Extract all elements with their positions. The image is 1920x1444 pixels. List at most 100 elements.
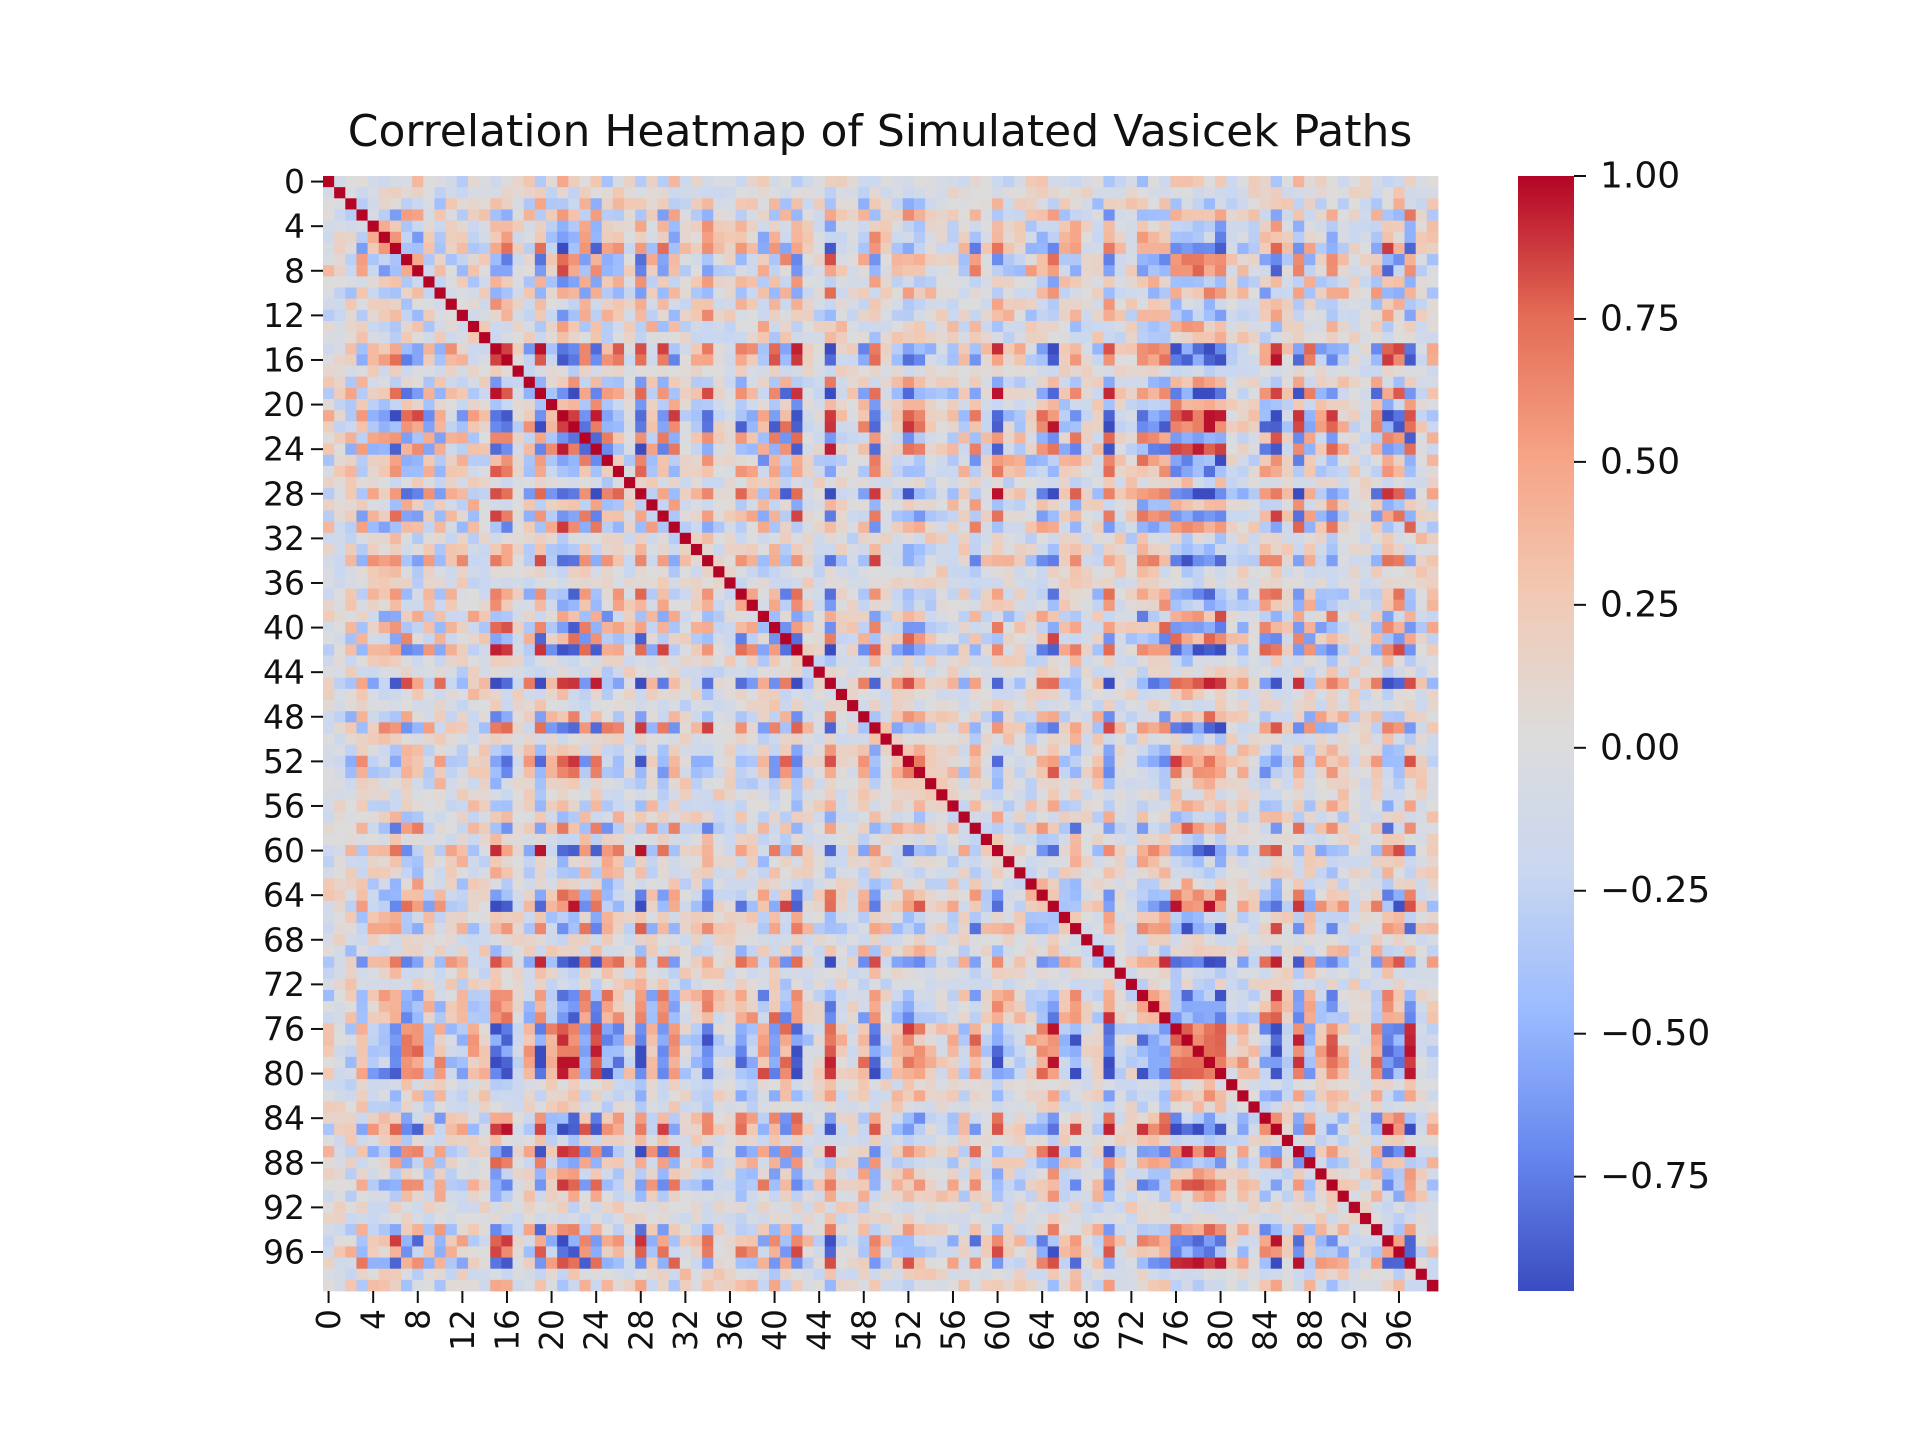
heatmap-cell [1281, 644, 1294, 656]
heatmap-cell [947, 254, 959, 266]
heatmap-cell [1114, 209, 1127, 221]
heatmap-cell [367, 588, 380, 601]
heatmap-cell [568, 432, 580, 444]
heatmap-cell [1148, 610, 1160, 623]
heatmap-cell [557, 510, 569, 523]
heatmap-cell [412, 688, 424, 701]
heatmap-cell [646, 187, 658, 199]
heatmap-cell [947, 499, 959, 511]
heatmap-cell [467, 309, 480, 322]
heatmap-cell [534, 320, 547, 333]
heatmap-cell [780, 176, 792, 188]
heatmap-cell [657, 488, 670, 500]
heatmap-cell [668, 477, 681, 489]
heatmap-cell [936, 488, 948, 500]
heatmap-cell [902, 242, 915, 255]
heatmap-cell [1393, 488, 1405, 500]
heatmap-cell [1304, 677, 1316, 690]
heatmap-cell [1036, 499, 1049, 511]
heatmap-cell [958, 254, 971, 266]
heatmap-cell [1371, 543, 1383, 556]
heatmap-cell [735, 499, 748, 511]
heatmap-cell [1014, 711, 1026, 723]
heatmap-cell [1304, 343, 1316, 355]
heatmap-cell [1393, 387, 1405, 400]
heatmap-cell [1281, 688, 1294, 701]
heatmap-cell [657, 532, 670, 545]
heatmap-cell [646, 387, 658, 400]
heatmap-cell [646, 688, 658, 701]
heatmap-cell [980, 465, 993, 478]
heatmap-cell [345, 477, 357, 489]
heatmap-cell [1426, 287, 1439, 300]
heatmap-cell [1192, 588, 1205, 601]
heatmap-cell [1159, 577, 1171, 589]
heatmap-cell [646, 644, 658, 656]
heatmap-cell [835, 711, 848, 723]
heatmap-cell [445, 320, 458, 333]
heatmap-cell [1047, 477, 1060, 489]
heatmap-cell [813, 309, 826, 322]
heatmap-cell [1337, 610, 1350, 623]
heatmap-cell [1181, 677, 1194, 690]
heatmap-cell [1393, 399, 1405, 411]
heatmap-cell [445, 220, 458, 233]
heatmap-cell [1025, 532, 1037, 545]
heatmap-cell [612, 176, 625, 188]
heatmap-cell [512, 688, 525, 701]
heatmap-cell [791, 187, 803, 199]
heatmap-cell [345, 610, 357, 623]
heatmap-cell [1337, 309, 1350, 322]
heatmap-cell [1426, 220, 1439, 233]
heatmap-cell [802, 555, 814, 567]
heatmap-cell [1114, 543, 1127, 556]
heatmap-cell [1014, 276, 1026, 288]
heatmap-cell [456, 622, 469, 634]
heatmap-cell [679, 700, 692, 712]
heatmap-cell [1337, 688, 1350, 701]
heatmap-cell [1070, 176, 1082, 188]
heatmap-cell [1382, 209, 1394, 221]
heatmap-cell [479, 242, 491, 255]
heatmap-cell [1181, 711, 1194, 723]
heatmap-cell [512, 722, 525, 734]
heatmap-cell [512, 410, 525, 422]
heatmap-cell [713, 231, 725, 244]
heatmap-cell [657, 387, 670, 400]
heatmap-cell [769, 521, 781, 534]
heatmap-cell [1359, 276, 1372, 288]
heatmap-cell [579, 365, 591, 378]
heatmap-cell [858, 543, 870, 556]
heatmap-cell [1203, 555, 1216, 567]
heatmap-cell [434, 555, 447, 567]
heatmap-cell [1371, 220, 1383, 233]
heatmap-cell [412, 443, 424, 456]
heatmap-cell [1281, 532, 1294, 545]
heatmap-cell [1159, 410, 1171, 422]
heatmap-cell [936, 365, 948, 378]
heatmap-cell [1215, 198, 1227, 210]
heatmap-cell [1281, 376, 1294, 389]
heatmap-cell [1248, 610, 1260, 623]
heatmap-cell [579, 633, 591, 645]
heatmap-cell [958, 287, 971, 300]
heatmap-cell [1248, 432, 1260, 444]
heatmap-cell [713, 187, 725, 199]
heatmap-cell [456, 722, 469, 734]
heatmap-cell [635, 521, 647, 534]
heatmap-cell [456, 599, 469, 612]
heatmap-cell [1259, 510, 1272, 523]
heatmap-cell [824, 365, 837, 378]
heatmap-cell [1070, 454, 1082, 467]
heatmap-cell [1036, 521, 1049, 534]
heatmap-cell [367, 521, 380, 534]
heatmap-cell [624, 711, 636, 723]
heatmap-cell [1237, 209, 1249, 221]
heatmap-cell [479, 220, 491, 233]
heatmap-cell [389, 354, 402, 366]
heatmap-cell [992, 677, 1004, 690]
heatmap-cell [1047, 465, 1060, 478]
heatmap-cell [624, 610, 636, 623]
heatmap-cell [813, 711, 826, 723]
heatmap-cell [356, 677, 368, 690]
